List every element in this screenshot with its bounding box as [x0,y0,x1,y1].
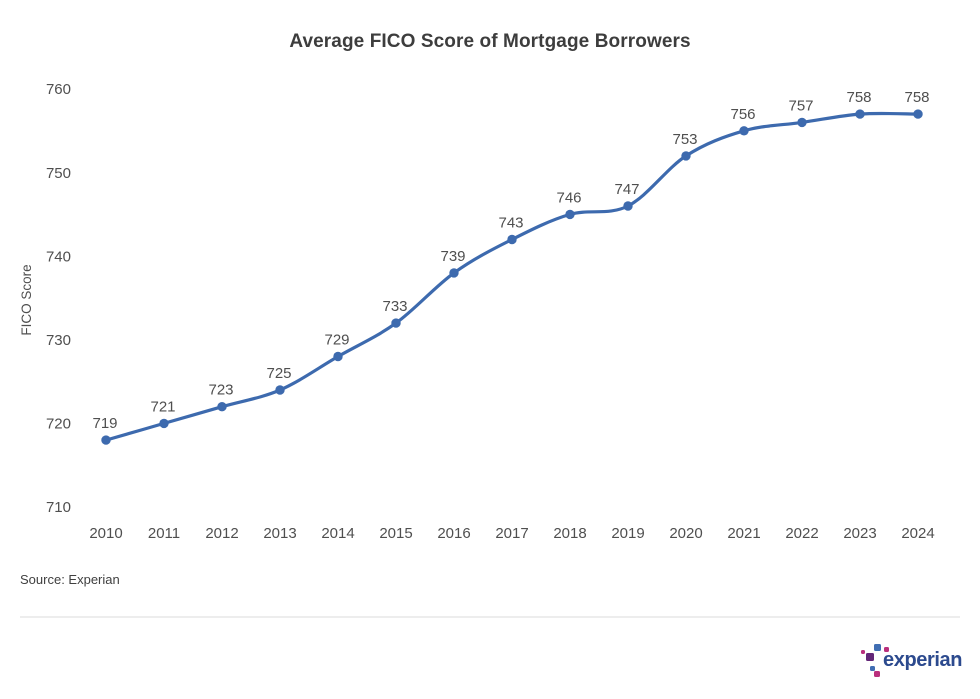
x-tick-label: 2017 [495,525,528,542]
data-point-label: 723 [208,382,233,399]
x-tick-label: 2016 [437,525,470,542]
x-tick-label: 2015 [379,525,412,542]
data-point [913,109,923,119]
source-note: Source: Experian [20,572,120,587]
x-tick-label: 2023 [843,525,876,542]
x-tick-label: 2011 [148,525,180,542]
logo-square-purple [866,653,874,661]
x-tick-label: 2018 [553,525,586,542]
data-point [623,201,633,211]
data-point [101,435,111,445]
data-point [159,418,169,429]
data-point [855,109,865,119]
data-point-label: 756 [730,106,755,123]
data-point [797,117,807,128]
data-point [507,234,517,245]
x-tick-label: 2013 [263,525,296,542]
x-tick-label: 2024 [901,525,934,542]
data-point [449,268,459,278]
data-point-label: 753 [672,131,697,148]
y-tick-label: 720 [46,416,71,433]
y-tick-label: 740 [46,248,71,265]
x-tick-label: 2012 [205,525,238,542]
data-point-label: 758 [904,89,929,106]
data-point [333,351,343,362]
trademark-symbol: ™ [952,656,958,662]
data-point [565,209,575,220]
logo-square-magenta-left [861,650,865,654]
y-tick-label: 760 [46,81,71,98]
footer-divider [20,616,960,618]
x-tick-label: 2021 [727,525,760,542]
data-point [391,318,401,328]
line-chart: 760 750 740 730 720 710 FICO Score 2010 2011 2012… [19,81,935,542]
data-point-label: 743 [498,215,523,232]
data-point-label: 721 [150,398,175,415]
data-point-label: 729 [324,332,349,349]
y-tick-label: 750 [46,165,71,182]
y-axis-label: FICO Score [19,264,34,335]
logo-square-magenta-bottom [874,671,880,677]
data-point [217,402,227,412]
data-point [739,126,749,136]
data-point [681,151,691,161]
data-point-label: 746 [556,189,581,206]
data-point-label: 733 [382,298,407,315]
data-point-label: 725 [266,365,291,382]
x-tick-label: 2010 [89,525,122,542]
x-tick-label: 2014 [321,525,354,542]
data-point-label: 719 [92,415,117,432]
data-point [275,385,285,395]
experian-logo: experian ™ [856,637,966,687]
x-tick-label: 2019 [611,525,644,542]
data-point-label: 757 [788,97,813,114]
y-tick-label: 730 [46,332,71,349]
experian-logo-text: experian [883,649,963,671]
logo-square-magenta-topright [884,647,889,652]
data-point-label: 758 [846,89,871,106]
data-point-label: 747 [614,181,639,198]
chart-title: Average FICO Score of Mortgage Borrowers [289,31,691,52]
logo-square-blue-top [874,644,881,651]
y-tick-label: 710 [46,499,71,516]
x-tick-label: 2022 [785,525,818,542]
logo-square-blue-bottom [870,666,875,671]
x-tick-label: 2020 [669,525,702,542]
data-point-label: 739 [440,248,465,265]
